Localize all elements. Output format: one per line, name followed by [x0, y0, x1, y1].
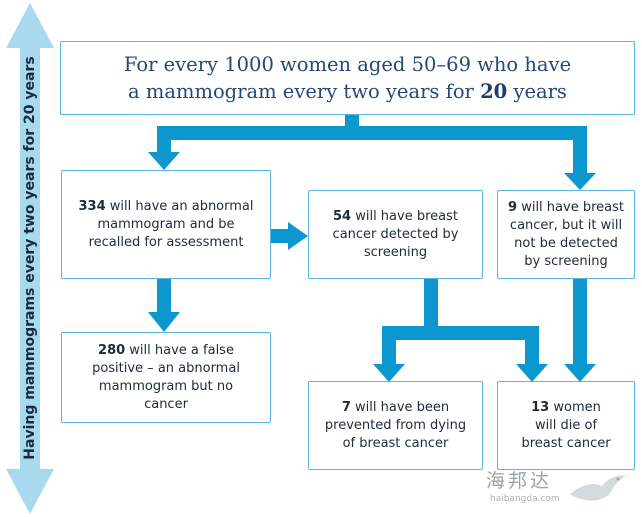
- watermark: 海邦达 haibangda.com: [486, 466, 636, 516]
- watermark-cn: 海邦达: [486, 470, 553, 492]
- undetected-number: 9: [508, 199, 518, 215]
- connector-top-bar: [157, 126, 587, 140]
- watermark-en: haibangda.com: [490, 494, 560, 504]
- top-box-line2-suffix: years: [507, 80, 567, 103]
- top-box: For every 1000 women aged 50–69 who have…: [60, 41, 635, 115]
- connector-detected-branch: [382, 326, 539, 340]
- bird-logo-icon: [570, 475, 626, 501]
- undetected-box: 9 will have breast cancer, but it will n…: [497, 190, 635, 279]
- die-box: 13 women will die of breast cancer: [497, 381, 635, 470]
- arrow-to-detected: [288, 222, 308, 250]
- die-number: 13: [531, 399, 550, 415]
- detected-text: will have breast cancer detected by scre…: [332, 208, 459, 260]
- arrow-to-die-right: [564, 364, 596, 382]
- timeline-double-arrow: [6, 3, 54, 514]
- arrow-to-abnormal: [148, 152, 180, 170]
- prevented-text: will have been prevented from dying of b…: [324, 399, 467, 451]
- arrow-to-prevented: [373, 364, 405, 382]
- detected-number: 54: [332, 208, 352, 224]
- prevented-number: 7: [341, 399, 351, 415]
- top-box-years: 20: [480, 80, 508, 103]
- die-text: women will die of breast cancer: [521, 399, 611, 451]
- abnormal-number: 334: [78, 198, 106, 214]
- undetected-text: will have breast cancer, but it will not…: [509, 199, 624, 269]
- detected-box: 54 will have breast cancer detected by s…: [308, 190, 483, 279]
- abnormal-text: will have an abnormal mammogram and be r…: [88, 198, 254, 250]
- top-box-line1: For every 1000 women aged 50–69 who have: [123, 53, 572, 76]
- arrow-to-die-left: [516, 364, 548, 382]
- top-box-line2-prefix: a mammogram every two years for: [128, 80, 481, 103]
- false-positive-number: 280: [98, 342, 126, 358]
- abnormal-box: 334 will have an abnormal mammogram and …: [61, 170, 271, 279]
- false-positive-box: 280 will have a false positive – an abno…: [61, 332, 271, 423]
- arrow-to-false-positive: [148, 312, 180, 332]
- arrow-to-undetected: [564, 173, 596, 190]
- connector-top-stem: [345, 114, 359, 128]
- false-positive-text: will have a false positive – an abnormal…: [92, 342, 240, 412]
- prevented-box: 7 will have been prevented from dying of…: [308, 381, 483, 470]
